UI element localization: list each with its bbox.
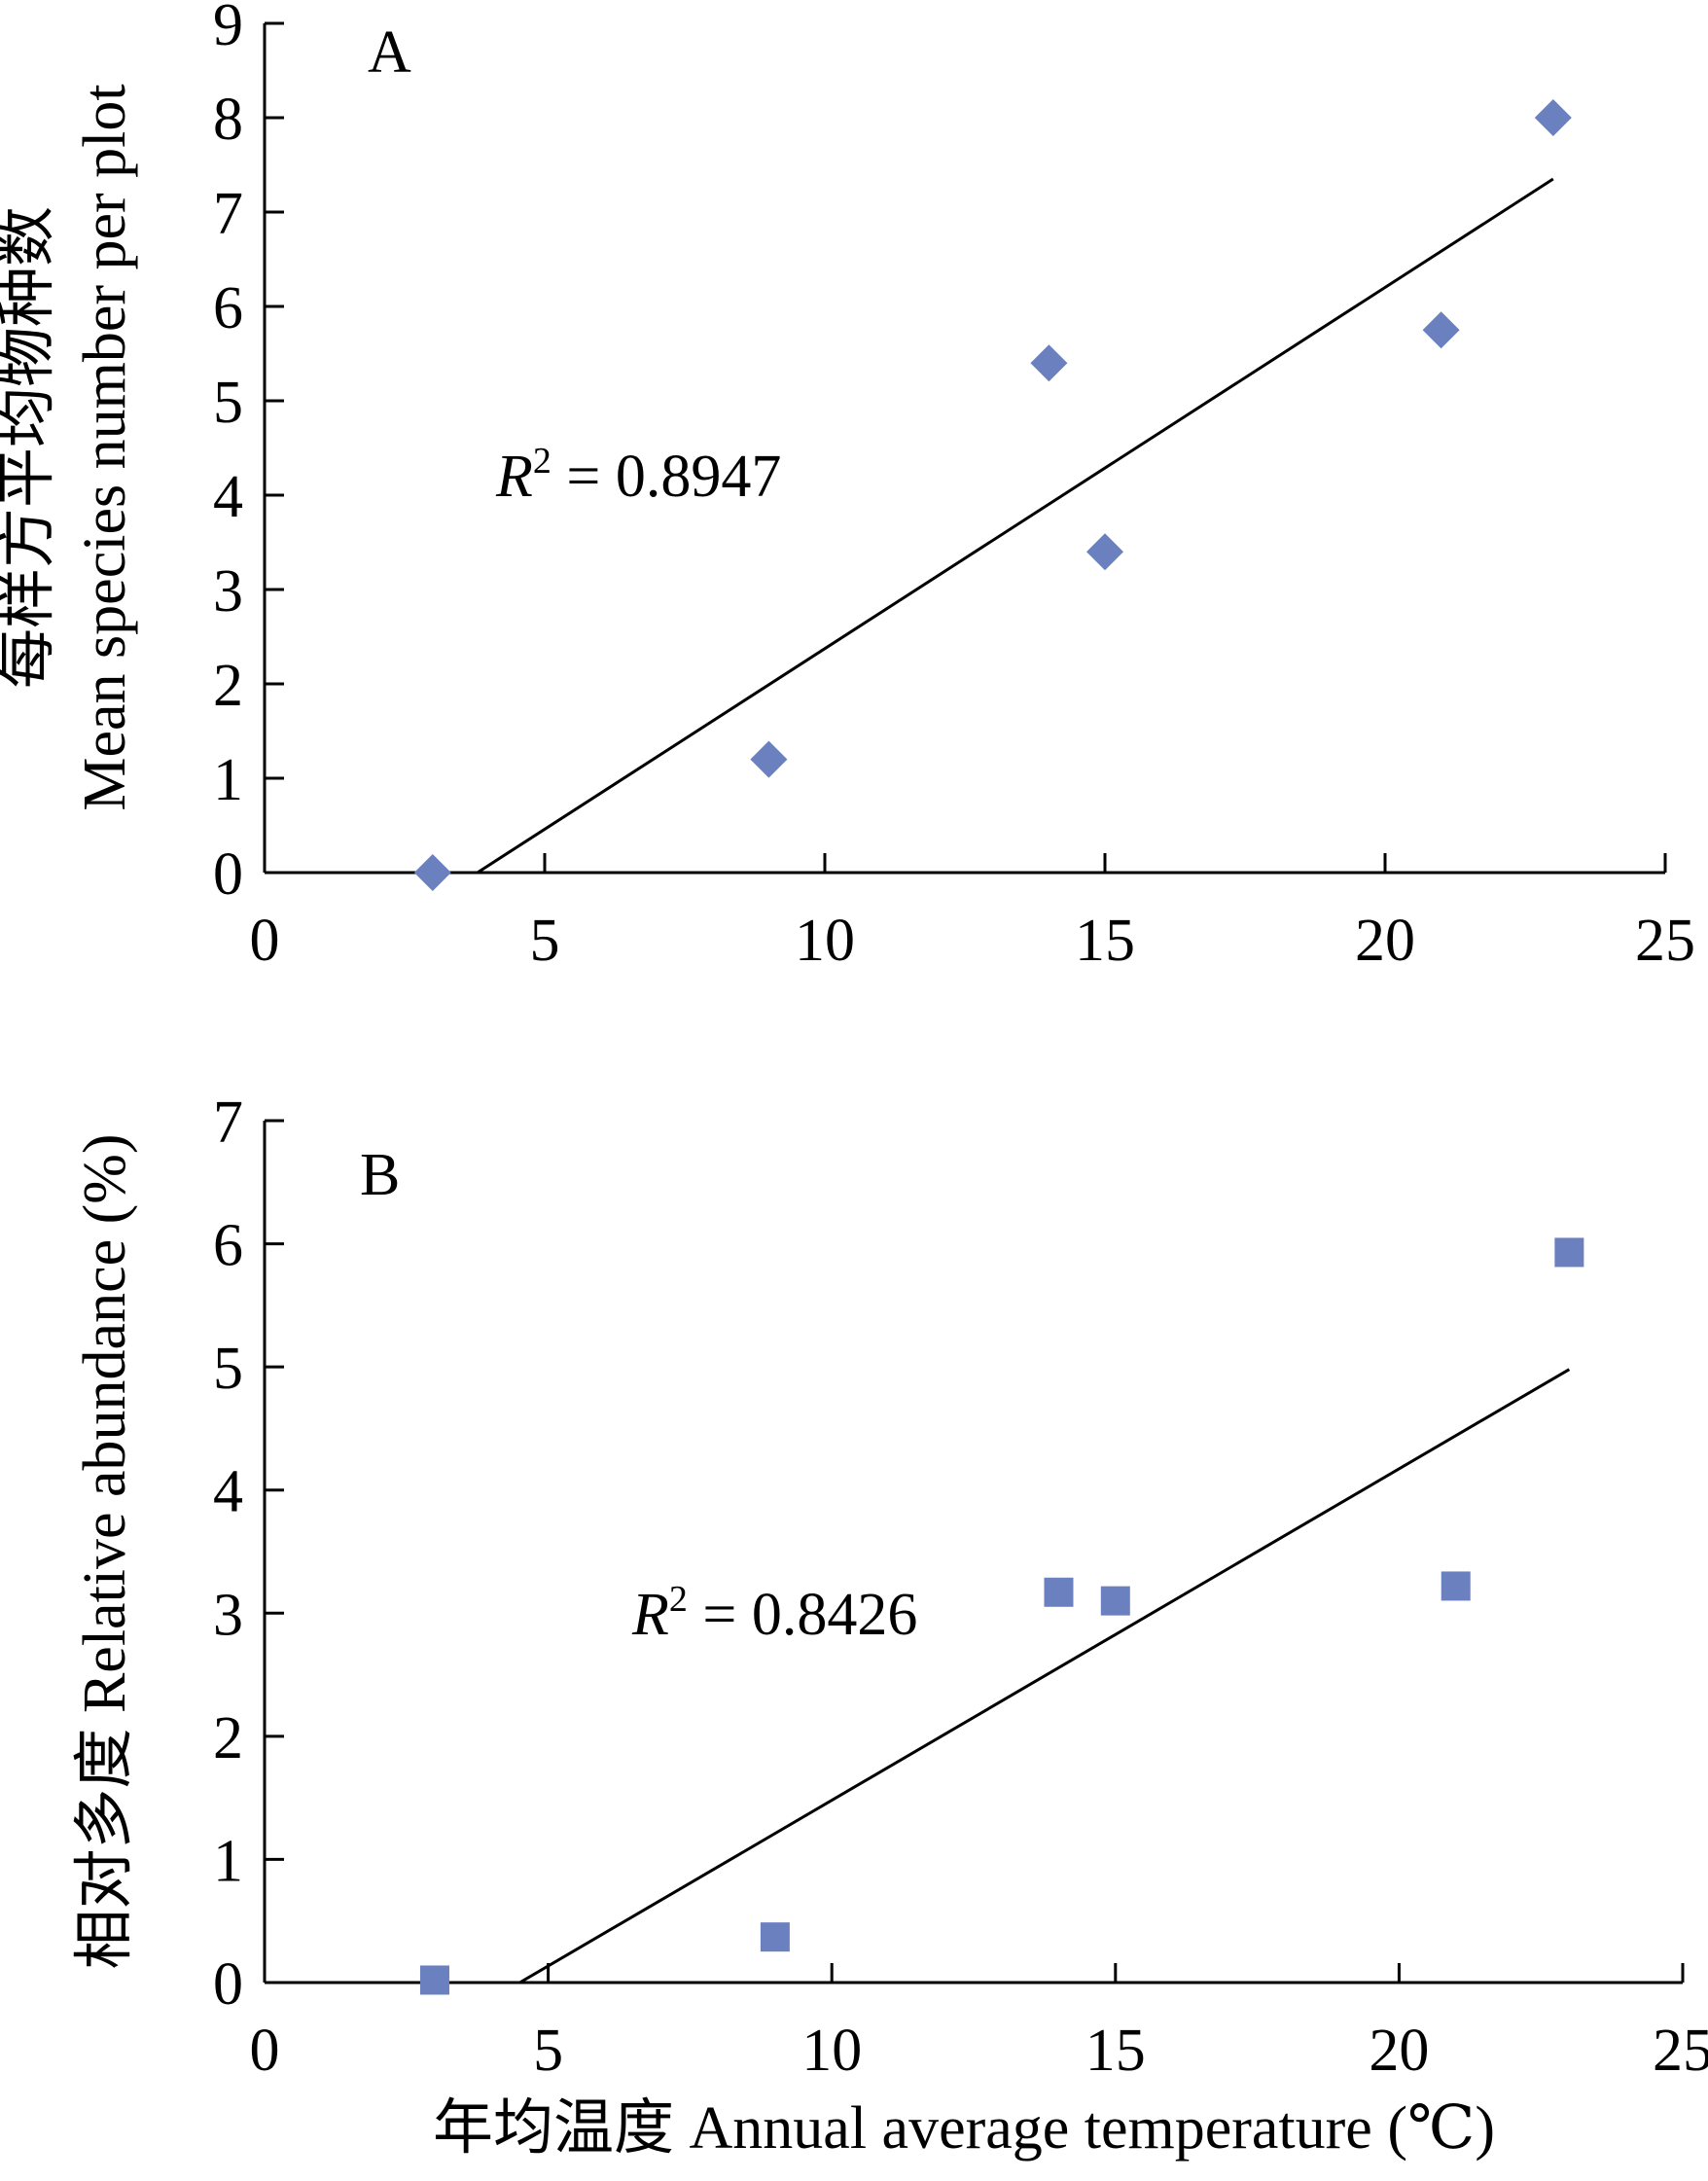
trendline [518,1368,1571,1984]
y-tick-label: 8 [213,87,243,153]
data-point-square [1554,1237,1584,1268]
x-tick-label: 25 [1635,908,1695,974]
y-tick-label: 1 [213,1828,243,1894]
panel-b-scatter-chart: 0 1 2 3 4 5 6 7 0 5 10 15 20 25 B R2 = 0.8426 相对多度 Relat… [72,1090,1708,2162]
y-tick-label: 7 [213,181,243,247]
x-tick-label: 25 [1653,2018,1708,2084]
x-axis-title: 年均温度 Annual average temperature (℃) [433,2095,1495,2162]
panel-a-scatter-chart: 0 1 2 3 4 5 6 7 8 9 0 5 10 15 20 25 A R2 = 0.8947 每样方平均物种数… [0,0,1695,974]
data-point-square [1044,1577,1074,1607]
y-tick-label: 0 [213,1951,243,2018]
data-point-diamond [1534,99,1572,136]
x-tick-label: 20 [1369,2018,1429,2084]
data-point-diamond [1086,533,1123,571]
y-tick-label: 6 [213,275,243,341]
y-tick-label: 1 [213,747,243,813]
y-tick-label: 2 [213,1705,243,1771]
y-axis-title: Mean species number per plot [72,84,138,810]
panel-label: B [360,1142,400,1208]
data-point-diamond [413,854,451,891]
data-point-square [1441,1571,1471,1601]
data-point-square [419,1965,449,1995]
data-point-square [1100,1586,1130,1616]
y-tick-label: 4 [213,464,243,530]
y-axis-title: 每样方平均物种数 [0,206,60,689]
y-tick-label: 0 [213,841,243,908]
y-tick-label: 9 [213,0,243,58]
y-axis-title: 相对多度 Relative abundance (%) [72,1133,138,1969]
y-tick-label: 5 [213,370,243,436]
x-tick-label: 0 [250,2018,280,2084]
data-point-diamond [1422,311,1460,349]
x-tick-label: 5 [530,908,560,974]
r-squared-label: R2 = 0.8947 [495,441,781,510]
y-tick-label: 4 [213,1459,243,1525]
y-tick-label: 5 [213,1336,243,1402]
y-tick-label: 2 [213,653,243,719]
y-tick-label: 6 [213,1213,243,1279]
r-squared-label: R2 = 0.8426 [631,1579,917,1648]
x-tick-label: 5 [533,2018,563,2084]
x-tick-label: 15 [1075,908,1135,974]
x-tick-label: 10 [801,2018,862,2084]
x-tick-label: 10 [795,908,855,974]
y-tick-label: 3 [213,1582,243,1648]
x-tick-label: 0 [250,908,280,974]
y-tick-label: 7 [213,1090,243,1156]
data-point-diamond [1030,344,1068,382]
panel-label: A [368,19,411,86]
x-tick-label: 15 [1085,2018,1146,2084]
y-tick-label: 3 [213,558,243,625]
trendline [477,177,1554,875]
data-point-square [760,1922,790,1952]
x-tick-label: 20 [1355,908,1415,974]
data-point-diamond [750,740,788,778]
